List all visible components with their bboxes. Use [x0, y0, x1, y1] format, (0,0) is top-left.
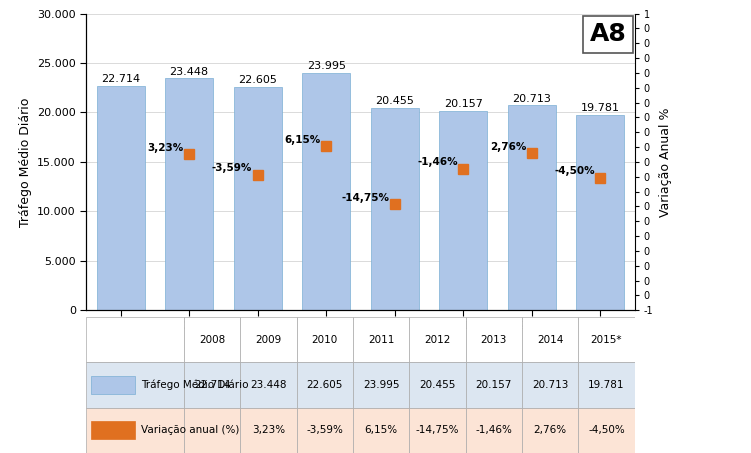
Bar: [439, 111, 487, 310]
Text: 2014: 2014: [537, 335, 563, 345]
Text: 20.713: 20.713: [512, 94, 551, 104]
Text: 23.995: 23.995: [306, 61, 345, 71]
Text: -1,46%: -1,46%: [475, 425, 512, 435]
Text: 20.455: 20.455: [419, 380, 456, 390]
Bar: [240, 362, 297, 408]
Bar: [578, 362, 635, 408]
Y-axis label: Tráfego Médio Diário: Tráfego Médio Diário: [19, 97, 32, 226]
Bar: [409, 362, 466, 408]
Bar: [91, 376, 135, 394]
Text: -14,75%: -14,75%: [341, 193, 389, 203]
Bar: [86, 408, 184, 453]
Bar: [578, 408, 635, 453]
Text: 20.157: 20.157: [475, 380, 512, 390]
Bar: [240, 408, 297, 453]
Bar: [86, 362, 184, 408]
Bar: [578, 317, 635, 362]
Text: 22.605: 22.605: [238, 75, 277, 85]
Text: 2011: 2011: [368, 335, 394, 345]
Text: -3,59%: -3,59%: [212, 164, 252, 173]
Text: 2013: 2013: [481, 335, 507, 345]
Text: A8: A8: [590, 23, 626, 47]
Bar: [91, 421, 135, 439]
Bar: [184, 317, 240, 362]
Bar: [297, 408, 353, 453]
Bar: [508, 106, 556, 310]
Text: 2008: 2008: [199, 335, 225, 345]
Bar: [353, 317, 409, 362]
Bar: [522, 408, 578, 453]
Text: 22.714: 22.714: [194, 380, 231, 390]
Text: 23.448: 23.448: [250, 380, 287, 390]
Text: Variação anual (%): Variação anual (%): [140, 425, 239, 435]
Bar: [297, 362, 353, 408]
Bar: [240, 317, 297, 362]
Bar: [86, 317, 184, 362]
Text: 23.448: 23.448: [170, 67, 209, 77]
Bar: [184, 408, 240, 453]
Text: 2,76%: 2,76%: [533, 425, 567, 435]
Bar: [97, 86, 145, 310]
Text: 23.995: 23.995: [363, 380, 400, 390]
Text: 20.713: 20.713: [532, 380, 569, 390]
Text: -4,50%: -4,50%: [554, 166, 595, 176]
Text: 20.455: 20.455: [376, 96, 415, 106]
Bar: [409, 408, 466, 453]
Text: 2010: 2010: [312, 335, 338, 345]
Bar: [409, 317, 466, 362]
Text: 2,76%: 2,76%: [490, 141, 526, 152]
Text: 19.781: 19.781: [581, 103, 620, 113]
Text: 19.781: 19.781: [588, 380, 625, 390]
Text: -3,59%: -3,59%: [306, 425, 343, 435]
Text: 22.605: 22.605: [306, 380, 343, 390]
Bar: [466, 317, 522, 362]
Bar: [297, 317, 353, 362]
Text: -14,75%: -14,75%: [415, 425, 459, 435]
Bar: [302, 73, 350, 310]
Bar: [522, 362, 578, 408]
Text: 6,15%: 6,15%: [285, 135, 321, 145]
Text: 2015*: 2015*: [591, 335, 622, 345]
Text: 2009: 2009: [255, 335, 282, 345]
Text: -1,46%: -1,46%: [417, 157, 458, 168]
Text: -4,50%: -4,50%: [588, 425, 625, 435]
Text: 22.714: 22.714: [101, 74, 140, 84]
Bar: [353, 408, 409, 453]
Bar: [353, 362, 409, 408]
Bar: [371, 108, 419, 310]
Text: 2012: 2012: [424, 335, 451, 345]
Text: Tráfego Médio Diário: Tráfego Médio Diário: [140, 380, 248, 390]
Bar: [522, 317, 578, 362]
Y-axis label: Variação Anual %: Variação Anual %: [659, 107, 672, 217]
Text: 3,23%: 3,23%: [252, 425, 285, 435]
Text: 6,15%: 6,15%: [364, 425, 397, 435]
Text: 20.157: 20.157: [444, 99, 483, 109]
Bar: [466, 408, 522, 453]
Bar: [234, 87, 282, 310]
Text: 3,23%: 3,23%: [147, 143, 184, 153]
Bar: [576, 115, 624, 310]
Bar: [184, 362, 240, 408]
Bar: [165, 78, 213, 310]
Bar: [466, 362, 522, 408]
